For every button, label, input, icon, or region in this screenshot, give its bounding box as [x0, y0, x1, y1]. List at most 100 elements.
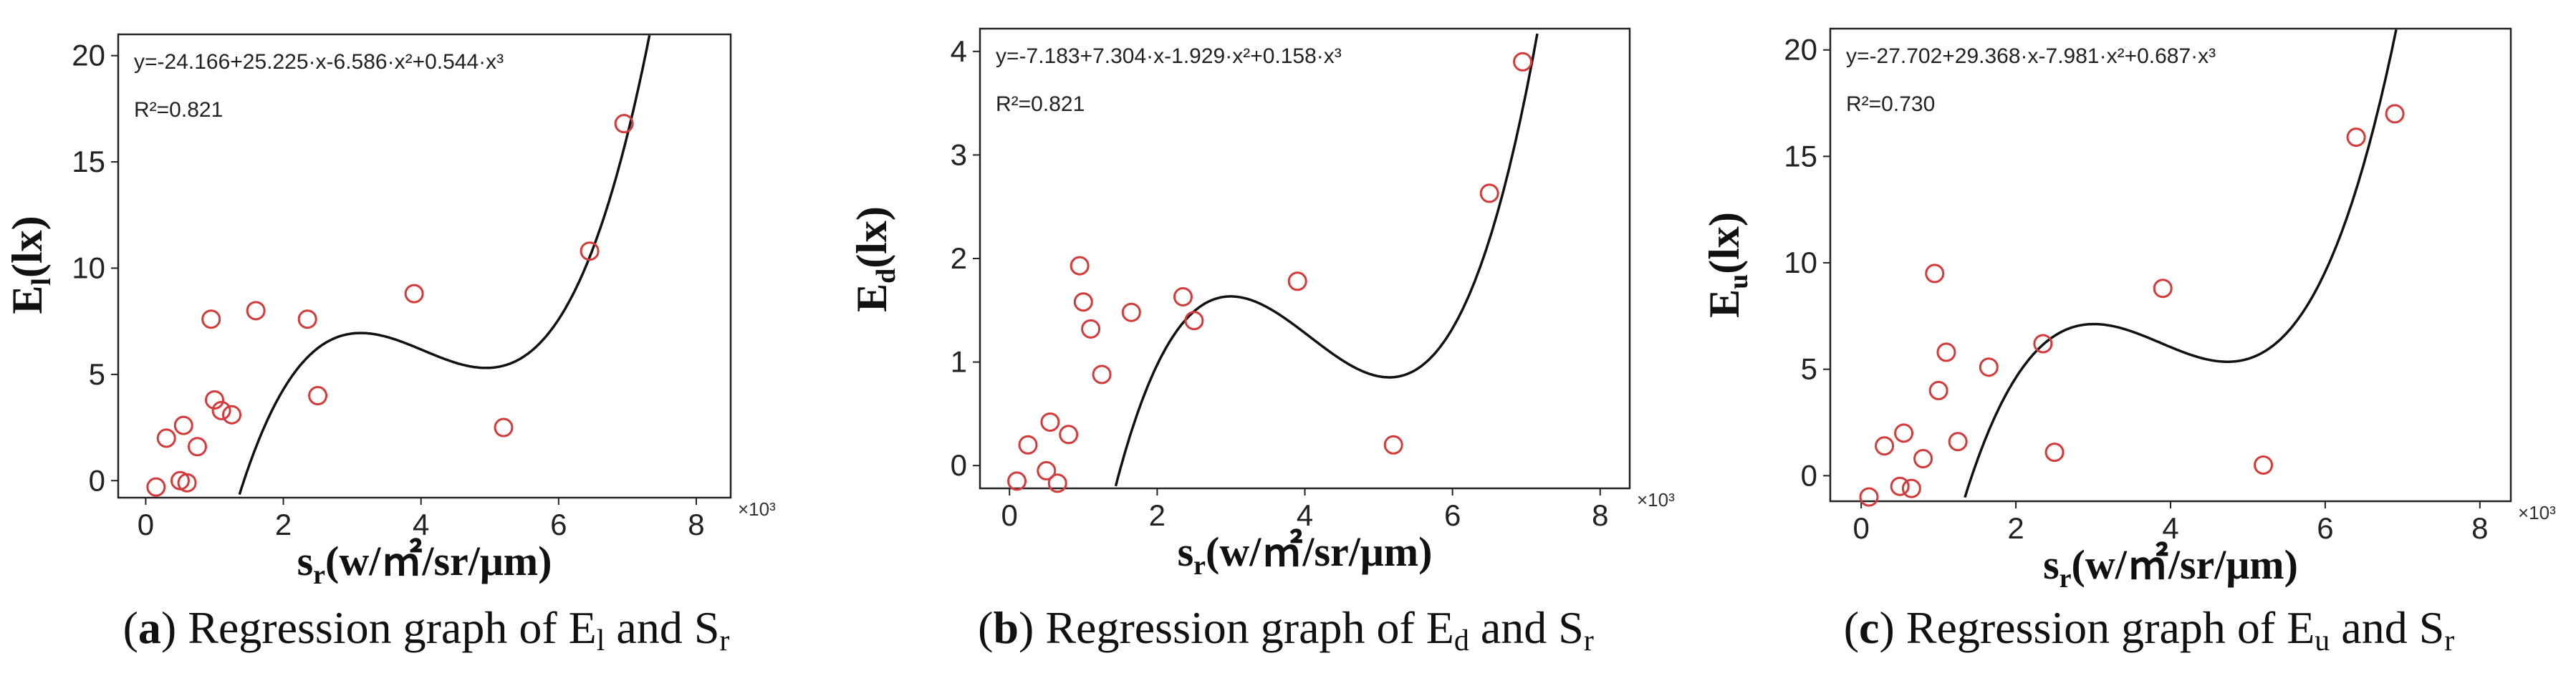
- regression-curve: [238, 34, 651, 496]
- data-point: [1859, 487, 1879, 507]
- data-point: [308, 386, 328, 406]
- data-point: [1936, 342, 1956, 362]
- x-tick-label: 8: [1592, 498, 1608, 532]
- data-point: [1383, 435, 1403, 455]
- data-point: [1037, 460, 1057, 480]
- data-point: [173, 415, 193, 435]
- y-tick-label: 10: [1784, 246, 1817, 279]
- data-point: [156, 428, 176, 448]
- x-scale-label: ×10³: [738, 498, 776, 520]
- x-tick-label: 6: [550, 508, 567, 541]
- data-point: [2385, 104, 2405, 124]
- regression-equation: y=-7.183+7.304·x-1.929·x²+0.158·x³: [996, 44, 1342, 68]
- data-point: [1121, 302, 1141, 322]
- y-axis-label: Ed(lx): [848, 206, 901, 312]
- x-axis-label: sr(w/㎡/sr/μm): [2043, 541, 2298, 594]
- data-point: [1047, 473, 1067, 493]
- data-point: [1875, 436, 1895, 456]
- data-point: [1073, 292, 1093, 312]
- regression-equation: y=-24.166+25.225·x-6.586·x²+0.544·x³: [134, 50, 504, 74]
- x-scale-label: ×10³: [2518, 502, 2556, 523]
- data-point: [1070, 256, 1090, 276]
- data-point: [1913, 449, 1933, 469]
- r-squared-label: R²=0.821: [134, 98, 223, 122]
- x-axis-label: sr(w/㎡/sr/μm): [297, 538, 552, 590]
- x-tick-label: 0: [1853, 511, 1870, 545]
- data-point: [1081, 319, 1101, 339]
- x-tick-label: 6: [1444, 498, 1461, 532]
- x-tick-label: 4: [2162, 511, 2178, 545]
- data-point: [1890, 476, 1910, 496]
- data-point: [2044, 443, 2065, 463]
- data-point: [1894, 423, 1914, 443]
- data-point: [1925, 264, 1945, 284]
- data-point: [1287, 271, 1307, 291]
- data-point: [1928, 380, 1948, 400]
- data-point: [580, 241, 600, 261]
- data-point: [494, 417, 514, 438]
- x-tick-label: 4: [413, 508, 429, 541]
- data-point: [1173, 287, 1193, 306]
- data-point: [1059, 425, 1079, 445]
- x-tick-label: 4: [1297, 498, 1313, 532]
- x-scale-label: ×10³: [1637, 489, 1675, 511]
- y-tick-label: 3: [951, 137, 967, 171]
- y-tick-label: 1: [951, 345, 967, 379]
- regression-equation: y=-27.702+29.368·x-7.981·x²+0.687·x³: [1846, 44, 2216, 68]
- x-tick-label: 2: [2007, 511, 2024, 545]
- x-tick-label: 8: [2471, 511, 2488, 545]
- data-point: [177, 473, 197, 493]
- y-tick-label: 20: [72, 39, 105, 72]
- x-tick-label: 8: [688, 508, 704, 541]
- r-squared-label: R²=0.821: [996, 92, 1085, 116]
- panel-caption: (c) Regression graph of Eu and Sr: [1844, 602, 2455, 657]
- regression-curve: [1964, 29, 2398, 498]
- data-point: [1007, 471, 1027, 491]
- data-point: [2254, 455, 2274, 475]
- y-tick-label: 0: [951, 448, 967, 482]
- data-point: [1184, 311, 1204, 331]
- data-point: [246, 301, 266, 321]
- data-point: [614, 114, 634, 134]
- data-point: [2346, 127, 2366, 148]
- y-tick-label: 4: [951, 34, 967, 68]
- y-axis-label: Eu(lx): [1701, 212, 1754, 318]
- data-point: [297, 309, 317, 329]
- plot-frame: [117, 33, 732, 499]
- y-tick-label: 15: [1784, 139, 1817, 173]
- y-tick-label: 20: [1784, 33, 1817, 67]
- data-point: [211, 400, 231, 420]
- data-point: [204, 390, 224, 410]
- chart-panel-b: 0 2 4 6 8 0 1 2 3 4 ×10³ y=-7.183+7.304·x-1.929·x²+…: [848, 27, 1675, 657]
- data-point: [404, 284, 424, 304]
- data-point: [1018, 435, 1038, 455]
- x-tick-label: 6: [2317, 511, 2333, 545]
- y-tick-label: 5: [1801, 352, 1817, 386]
- chart-panel-c: 0 2 4 6 8 0 5 10 15 20 ×10³ y=-27.702+29.368·x-7.98…: [1701, 27, 2556, 657]
- y-axis-label: El(lx): [4, 216, 57, 314]
- data-point: [1040, 412, 1060, 432]
- data-point: [201, 309, 221, 329]
- data-point: [2033, 334, 2053, 354]
- panel-caption: (a) Regression graph of El and Sr: [123, 602, 730, 657]
- data-point: [222, 405, 242, 425]
- y-tick-label: 0: [89, 463, 105, 497]
- data-point: [1513, 52, 1533, 72]
- data-point: [1479, 183, 1499, 203]
- y-tick-label: 2: [951, 241, 967, 275]
- x-tick-label: 0: [138, 508, 154, 541]
- y-tick-label: 0: [1801, 458, 1817, 492]
- data-point: [146, 477, 166, 497]
- x-axis-label: sr(w/㎡/sr/μm): [1178, 528, 1433, 581]
- data-point: [187, 437, 207, 457]
- data-point: [2153, 279, 2173, 299]
- panel-caption: (b) Regression graph of Ed and Sr: [978, 602, 1594, 657]
- y-tick-label: 5: [89, 357, 105, 391]
- y-tick-label: 10: [72, 251, 105, 284]
- x-tick-label: 0: [1001, 498, 1018, 532]
- data-point: [1092, 364, 1112, 385]
- r-squared-label: R²=0.730: [1846, 92, 1935, 116]
- data-point: [1901, 478, 1921, 498]
- data-point: [1948, 432, 1968, 452]
